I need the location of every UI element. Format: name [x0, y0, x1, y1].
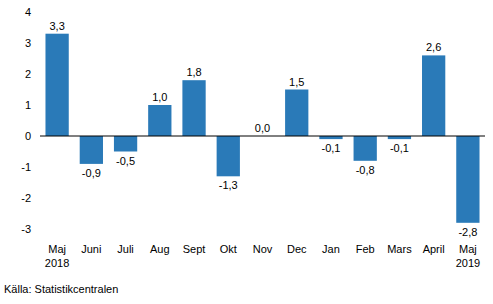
data-label: 0,0 [255, 122, 270, 134]
y-tick-label: -1 [21, 161, 31, 173]
data-label: 2,6 [426, 41, 441, 53]
y-tick-label: -3 [21, 223, 31, 235]
bar [148, 105, 171, 136]
zero-line [40, 136, 485, 137]
x-tick-label: Juni [81, 243, 101, 255]
x-tick-label: Maj2019 [456, 243, 480, 269]
data-label: -1,3 [219, 179, 238, 191]
data-label: 1,8 [186, 66, 201, 78]
data-label: 1,5 [289, 76, 304, 88]
bar [285, 90, 308, 137]
data-label: -0,5 [116, 155, 135, 167]
chart: -3 -2 -1 0 1 2 3 4 3,3 -0,9 -0,5 1,0 1,8 -1,3 0,0 1,5 -0… [0, 0, 493, 304]
bar [80, 136, 103, 164]
data-label: -0,1 [390, 142, 409, 154]
data-label: -0,1 [321, 142, 340, 154]
x-tick-label: Mars [387, 243, 412, 255]
bar [354, 136, 377, 161]
data-label: -0,8 [356, 164, 375, 176]
data-label: -0,9 [82, 167, 101, 179]
bar [45, 34, 68, 136]
x-tick-label: Maj2018 [45, 243, 69, 269]
source: Källa: Statistikcentralen [4, 283, 118, 295]
x-tick-label: Nov [253, 243, 273, 255]
y-tick-label: 1 [25, 99, 31, 111]
y-tick-label: 0 [25, 130, 31, 142]
y-tick-label: -2 [21, 192, 31, 204]
data-label: -2,8 [458, 226, 477, 238]
x-tick-label: Jan [322, 243, 340, 255]
data-label: 1,0 [152, 91, 167, 103]
x-tick-label: Aug [150, 243, 170, 255]
x-tick-label: Juli [117, 243, 134, 255]
bar [217, 136, 240, 176]
x-tick-label: Okt [220, 243, 237, 255]
x-tick-label: April [423, 243, 445, 255]
bar [422, 55, 445, 136]
y-tick-label: 4 [25, 6, 31, 18]
data-label: 3,3 [49, 20, 64, 32]
bar [182, 80, 205, 136]
y-tick-label: 3 [25, 37, 31, 49]
x-tick-label: Sept [183, 243, 206, 255]
x-tick-label: Feb [356, 243, 375, 255]
bar [456, 136, 479, 223]
x-tick-label: Dec [287, 243, 307, 255]
y-tick-label: 2 [25, 68, 31, 80]
bar [114, 136, 137, 152]
